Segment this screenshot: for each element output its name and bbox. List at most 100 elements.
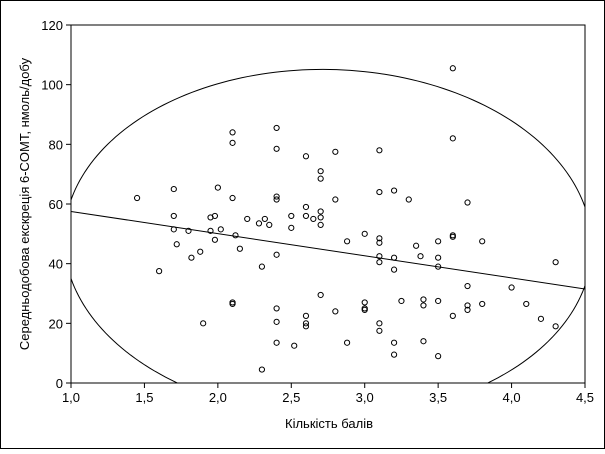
y-tick-label: 20 [49,316,63,331]
data-point [435,254,442,261]
data-point [302,320,310,327]
data-point [376,327,383,334]
data-point [376,147,383,154]
x-tick-label: 4,5 [576,390,594,405]
data-point [332,196,339,203]
data-point [376,259,383,266]
data-point [170,212,177,220]
data-point [464,282,471,290]
y-tick-label: 120 [41,18,63,33]
data-point [552,323,559,330]
data-point [232,232,239,239]
data-point [479,300,486,308]
data-point [170,226,177,233]
data-point [214,184,221,191]
data-point [173,241,180,248]
y-tick-label: 40 [49,257,63,272]
data-point [302,203,310,211]
data-point [207,227,214,234]
data-point [405,196,412,203]
data-point [376,239,383,246]
data-point [464,199,471,206]
data-point [156,268,163,275]
data-point [288,212,295,220]
data-point [343,238,351,245]
data-point [229,194,236,202]
x-tick-label: 1,0 [62,390,80,405]
x-tick-label: 2,5 [282,390,300,405]
data-point [188,254,195,261]
x-tick-label: 1,5 [135,390,153,405]
data-point [435,353,442,360]
data-point [449,312,456,319]
data-point [435,238,442,245]
data-point [523,300,530,308]
x-tick-label: 2,0 [209,390,227,405]
data-point [229,300,236,308]
data-point [317,214,324,221]
data-point [317,221,324,228]
y-tick-label: 60 [49,197,63,212]
data-point [229,129,236,136]
y-tick-label: 100 [41,78,63,93]
data-point [464,302,471,309]
data-point [302,212,310,220]
data-point [211,236,219,243]
data-point [273,251,280,258]
x-tick-label: 4,0 [503,390,521,405]
data-point [302,323,310,330]
data-point [332,148,339,155]
data-point [273,318,280,325]
data-point [420,296,427,303]
y-tick-label: 0 [56,376,63,391]
data-point [361,299,368,306]
y-axis-title: Середньодобова екскреція 6-COMT, нмоль/д… [17,57,32,350]
data-point [435,297,442,305]
confidence-ellipse [71,68,585,383]
data-point [390,254,398,261]
data-point [390,339,398,346]
data-point [449,135,456,142]
data-point [508,284,515,291]
data-point [291,342,298,349]
data-point [217,226,224,233]
data-point [420,338,427,345]
y-tick-label: 80 [49,137,63,152]
data-point [273,193,280,200]
data-point [261,215,268,223]
plot-layer: 1,0 1,5 2,0 2,5 3,0 3,5 4,0 4,5 0 20 40 60 80 100 120 [41,18,594,405]
data-point [273,339,280,346]
data-point [449,65,456,72]
data-point [258,263,266,270]
x-tick-label: 3,0 [356,390,374,405]
data-point [376,253,383,260]
data-point [537,315,545,322]
data-point [417,253,424,260]
data-point [273,196,280,203]
data-point [449,233,456,240]
regression-line [71,210,585,290]
data-point [398,297,405,305]
data-point [273,305,280,312]
data-point [317,168,324,175]
data-point [479,238,486,245]
data-point [200,320,207,327]
data-point [185,227,192,234]
data-point [390,351,398,358]
data-point [229,139,236,146]
data-point [317,175,324,182]
data-point [552,259,559,266]
data-point [133,194,141,202]
data-point [244,215,251,223]
data-point [258,366,266,373]
data-point [376,188,383,196]
data-point [376,235,383,242]
data-point [420,302,427,309]
data-point [361,306,368,314]
x-axis-title: Кількість балів [285,416,373,431]
data-point [310,215,317,223]
data-point [273,124,280,132]
data-point [236,245,243,252]
